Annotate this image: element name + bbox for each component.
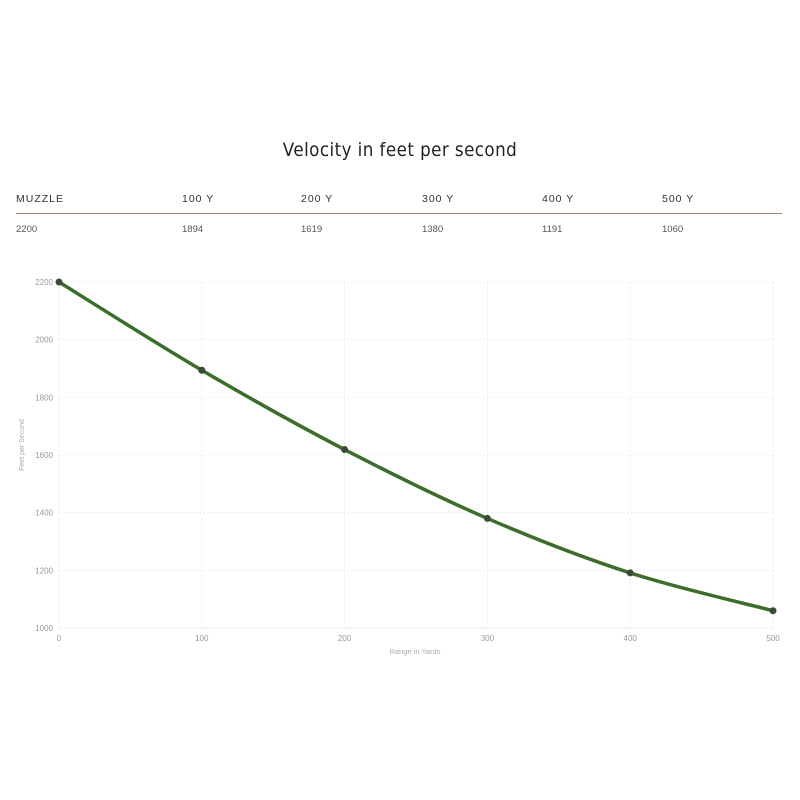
velocity-table-values: 2200 1894 1619 1380 1191 1060 bbox=[16, 224, 782, 244]
y-tick-label: 1600 bbox=[35, 451, 53, 460]
chart-title: Velocity in feet per second bbox=[282, 139, 518, 161]
header-cell: 300 Y bbox=[422, 193, 455, 205]
y-tick-label: 1800 bbox=[35, 393, 53, 402]
data-point bbox=[769, 607, 777, 615]
value-cell: 1380 bbox=[422, 224, 444, 235]
value-cell: 1619 bbox=[301, 224, 323, 235]
data-point bbox=[55, 278, 63, 286]
velocity-chart: 1000 1200 1400 1600 1800 2000 2200 0 100 200 300 40… bbox=[19, 278, 780, 656]
y-tick-label: 2200 bbox=[35, 278, 53, 287]
value-cell: 1191 bbox=[542, 224, 563, 235]
velocity-table: MUZZLE 100 Y 200 Y 300 Y 400 Y 500 Y 220… bbox=[16, 193, 782, 244]
x-tick-label: 500 bbox=[766, 634, 780, 643]
x-tick-label: 100 bbox=[195, 634, 209, 643]
data-point bbox=[483, 514, 491, 522]
header-cell: 200 Y bbox=[301, 193, 334, 205]
data-point bbox=[341, 446, 349, 454]
y-tick-label: 1400 bbox=[35, 509, 53, 518]
y-axis-title: Feet per Second bbox=[19, 419, 26, 471]
series-line bbox=[57, 280, 775, 613]
x-tick-label: 300 bbox=[481, 634, 495, 643]
header-cell: MUZZLE bbox=[16, 193, 64, 205]
data-point bbox=[626, 569, 634, 577]
value-cell: 1060 bbox=[662, 224, 684, 235]
table-divider bbox=[16, 213, 782, 214]
x-tick-label: 200 bbox=[338, 634, 352, 643]
header-cell: 400 Y bbox=[542, 193, 575, 205]
header-cell: 500 Y bbox=[662, 193, 695, 205]
x-tick-label: 0 bbox=[57, 634, 62, 643]
value-cell: 2200 bbox=[16, 224, 38, 235]
y-tick-label: 1200 bbox=[35, 566, 53, 575]
header-cell: 100 Y bbox=[182, 193, 215, 205]
y-tick-label: 1000 bbox=[35, 624, 53, 633]
velocity-table-header: MUZZLE 100 Y 200 Y 300 Y 400 Y 500 Y bbox=[16, 193, 782, 213]
x-axis-title: Range in Yards bbox=[389, 647, 440, 656]
y-tick-label: 2000 bbox=[35, 336, 53, 345]
x-tick-label: 400 bbox=[624, 634, 638, 643]
value-cell: 1894 bbox=[182, 224, 204, 235]
data-point bbox=[198, 366, 206, 374]
